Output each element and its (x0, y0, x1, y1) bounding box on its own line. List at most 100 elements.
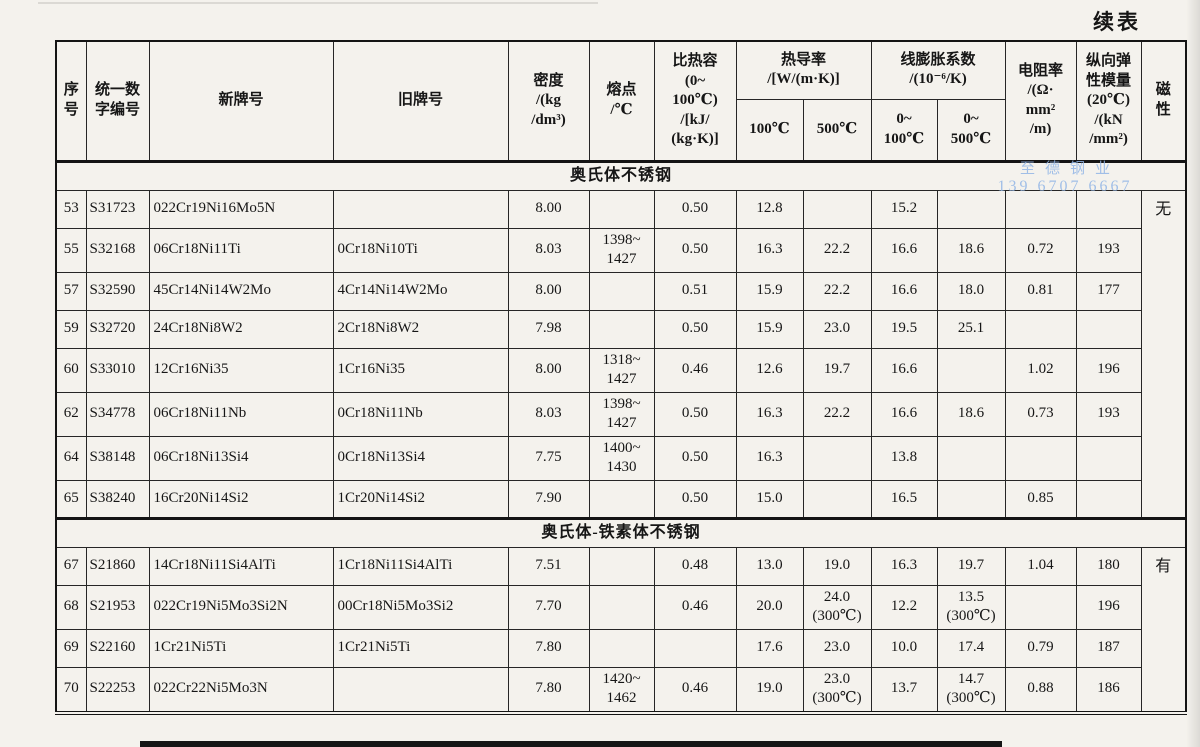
table-row: 57 S32590 45Cr14Ni14W2Mo 4Cr14Ni14W2Mo 8.00 0… (55, 271, 1186, 311)
cell-tc-100: 15.0 (735, 479, 804, 519)
cell-old-grade: 2Cr18Ni8W2 (332, 309, 509, 349)
cell-resistivity: 0.79 (1004, 628, 1077, 668)
cell-tc-100: 16.3 (735, 435, 804, 481)
cell-tc-100: 12.8 (735, 189, 804, 229)
cell-code: S33010 (85, 347, 150, 393)
section-title-row: 奥氏体-铁素体不锈钢 (55, 516, 1187, 548)
cell-le-500: 17.4 (936, 628, 1006, 668)
section-title: 奥氏体-铁素体不锈钢 (55, 516, 1187, 548)
cell-magnetism: 无 (1140, 189, 1187, 519)
cell-density: 7.70 (507, 584, 590, 630)
cell-new-grade: 45Cr14Ni14W2Mo (148, 271, 334, 311)
cell-code: S34778 (85, 391, 150, 437)
cell-modulus: 193 (1075, 227, 1142, 273)
col-header-elastic-modulus: 纵向弹 性模量 (20℃) /(kN /mm²) (1075, 40, 1142, 162)
cell-modulus: 180 (1075, 546, 1142, 586)
cell-melting: 1318~ 1427 (588, 347, 655, 393)
cell-old-grade (332, 189, 509, 229)
cell-old-grade: 00Cr18Ni5Mo3Si2 (332, 584, 509, 630)
col-header-seq: 序 号 (55, 40, 87, 162)
cell-old-grade: 1Cr16Ni35 (332, 347, 509, 393)
cell-resistivity: 1.02 (1004, 347, 1077, 393)
cell-specific-heat (653, 628, 737, 668)
cell-specific-heat: 0.46 (653, 666, 737, 713)
col-header-magnetism: 磁 性 (1140, 40, 1187, 162)
cell-old-grade: 0Cr18Ni10Ti (332, 227, 509, 273)
cell-tc-100: 17.6 (735, 628, 804, 668)
cell-new-grade: 022Cr19Ni16Mo5N (148, 189, 334, 229)
cell-specific-heat: 0.50 (653, 227, 737, 273)
col-header-tc-500: 500℃ (802, 98, 872, 162)
cell-old-grade: 1Cr21Ni5Ti (332, 628, 509, 668)
cell-resistivity (1004, 584, 1077, 630)
cell-density: 7.51 (507, 546, 590, 586)
cell-resistivity: 0.73 (1004, 391, 1077, 437)
cell-seq: 57 (55, 271, 87, 311)
col-header-old-grade: 旧牌号 (332, 40, 509, 162)
cell-tc-500: 22.2 (802, 271, 872, 311)
cell-new-grade: 022Cr22Ni5Mo3N (148, 666, 334, 713)
cell-le-100: 16.6 (870, 227, 938, 273)
cell-le-100: 12.2 (870, 584, 938, 630)
cell-code: S21953 (85, 584, 150, 630)
cell-resistivity: 0.72 (1004, 227, 1077, 273)
cell-new-grade: 14Cr18Ni11Si4AlTi (148, 546, 334, 586)
cell-code: S32720 (85, 309, 150, 349)
cell-density: 7.98 (507, 309, 590, 349)
table-row: 64 S38148 06Cr18Ni13Si4 0Cr18Ni13Si4 7.75 140… (55, 435, 1186, 481)
cell-code: S38148 (85, 435, 150, 481)
cell-le-100: 16.6 (870, 391, 938, 437)
cell-tc-100: 12.6 (735, 347, 804, 393)
cell-seq: 64 (55, 435, 87, 481)
col-header-specific-heat: 比热容 (0~ 100℃) /[kJ/ (kg·K)] (653, 40, 737, 162)
col-header-linear-expansion: 线膨胀系数 /(10⁻⁶/K) (870, 40, 1006, 100)
cell-new-grade: 16Cr20Ni14Si2 (148, 479, 334, 519)
cell-melting (588, 271, 655, 311)
cell-le-100: 13.7 (870, 666, 938, 713)
cell-melting: 1420~ 1462 (588, 666, 655, 713)
cell-tc-500: 24.0 (300℃) (802, 584, 872, 630)
cell-code: S32168 (85, 227, 150, 273)
section-title: 奥氏体不锈钢 (55, 159, 1187, 191)
cell-tc-500 (802, 189, 872, 229)
cell-le-500 (936, 347, 1006, 393)
col-header-code: 统一数 字编号 (85, 40, 150, 162)
cell-specific-heat: 0.51 (653, 271, 737, 311)
table-row: 69 S22160 1Cr21Ni5Ti 1Cr21Ni5Ti 7.80 17.6 23.0… (55, 628, 1186, 668)
cell-le-500 (936, 189, 1006, 229)
cell-resistivity: 0.88 (1004, 666, 1077, 713)
cell-tc-100: 13.0 (735, 546, 804, 586)
cell-le-500: 18.6 (936, 227, 1006, 273)
table-header: 序 号 统一数 字编号 新牌号 旧牌号 密度 /(kg /dm³) 熔点 /℃ … (55, 40, 1187, 162)
cell-tc-500: 23.0 (300℃) (802, 666, 872, 713)
cell-seq: 53 (55, 189, 87, 229)
bottom-black-bar (140, 741, 1002, 747)
cell-resistivity: 0.85 (1004, 479, 1077, 519)
cell-code: S22160 (85, 628, 150, 668)
cell-seq: 65 (55, 479, 87, 519)
col-header-le-500: 0~ 500℃ (936, 98, 1006, 162)
cell-tc-100: 19.0 (735, 666, 804, 713)
cell-modulus (1075, 309, 1142, 349)
cell-tc-500: 23.0 (802, 628, 872, 668)
cell-tc-500: 22.2 (802, 227, 872, 273)
cell-tc-100: 15.9 (735, 309, 804, 349)
cell-resistivity (1004, 435, 1077, 481)
cell-seq: 68 (55, 584, 87, 630)
cell-melting (588, 546, 655, 586)
cell-le-100: 16.6 (870, 271, 938, 311)
cell-melting: 1398~ 1427 (588, 227, 655, 273)
col-header-melting-point: 熔点 /℃ (588, 40, 655, 162)
cell-modulus: 177 (1075, 271, 1142, 311)
cell-code: S21860 (85, 546, 150, 586)
cell-code: S22253 (85, 666, 150, 713)
cell-new-grade: 12Cr16Ni35 (148, 347, 334, 393)
table-row: 59 S32720 24Cr18Ni8W2 2Cr18Ni8W2 7.98 0.50 15.… (55, 309, 1186, 349)
cell-density: 8.00 (507, 347, 590, 393)
cell-new-grade: 06Cr18Ni11Nb (148, 391, 334, 437)
table-row: 55 S32168 06Cr18Ni11Ti 0Cr18Ni10Ti 8.03 1398~… (55, 227, 1186, 273)
cell-seq: 69 (55, 628, 87, 668)
cell-code: S38240 (85, 479, 150, 519)
cell-tc-100: 15.9 (735, 271, 804, 311)
